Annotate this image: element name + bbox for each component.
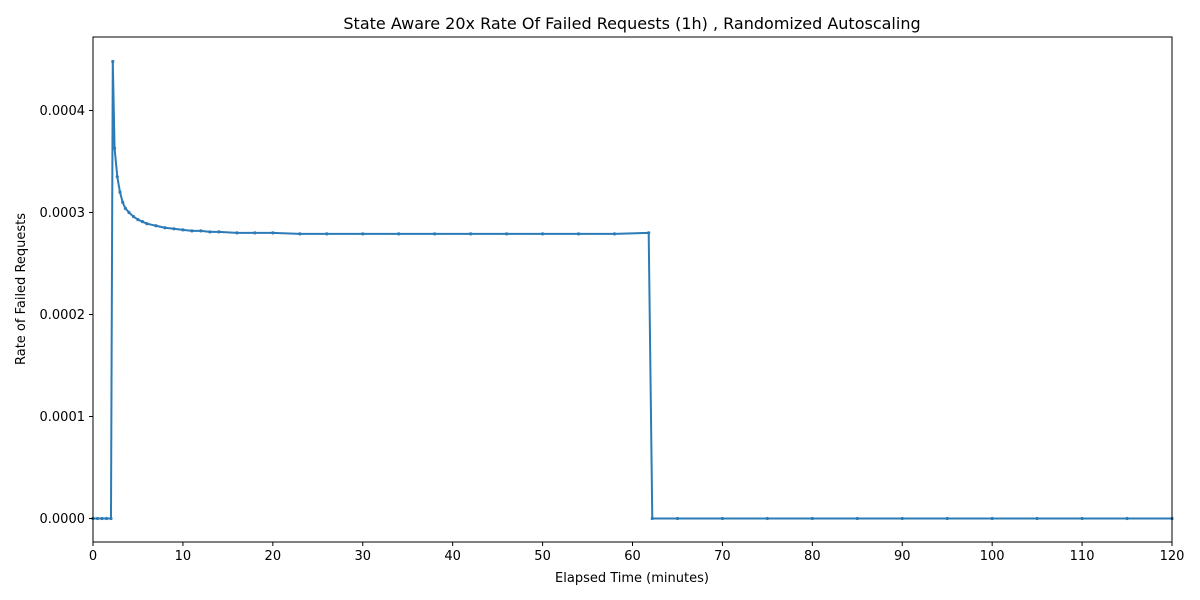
x-tick-label: 60 <box>624 549 641 564</box>
data-point <box>123 206 127 210</box>
data-point <box>765 516 769 521</box>
data-point <box>397 232 401 236</box>
data-point <box>118 190 122 194</box>
data-point <box>855 516 859 521</box>
series-line <box>93 60 1172 520</box>
x-tick-label: 40 <box>444 549 461 564</box>
x-tick-label: 10 <box>175 549 192 564</box>
data-point <box>650 516 654 521</box>
plot-frame <box>92 36 1173 543</box>
y-tick-label: 0.0001 <box>40 410 86 425</box>
y-tick-label: 0.0002 <box>40 308 86 323</box>
x-tick-label: 110 <box>1070 549 1095 564</box>
x-tick-label: 70 <box>714 549 731 564</box>
y-tick-label: 0.0000 <box>40 512 86 527</box>
x-axis: 0 10 20 30 40 50 60 70 80 90 100 110 120 <box>89 542 1185 564</box>
data-point <box>325 232 329 236</box>
data-point <box>199 229 203 233</box>
data-point <box>505 232 509 236</box>
data-point <box>111 59 115 64</box>
data-point <box>253 231 257 235</box>
y-axis-label: Rate of Failed Requests <box>14 213 29 365</box>
data-point <box>675 516 680 521</box>
data-point <box>433 232 437 236</box>
data-point <box>298 232 302 236</box>
data-point <box>208 230 212 234</box>
x-tick-label: 50 <box>534 549 551 564</box>
data-point <box>361 232 365 236</box>
data-point <box>140 220 145 224</box>
x-tick-label: 120 <box>1160 549 1185 564</box>
data-point <box>271 231 275 235</box>
y-tick-label: 0.0003 <box>40 206 86 221</box>
data-point <box>1035 516 1039 521</box>
x-tick-label: 100 <box>980 549 1005 564</box>
series-layer <box>91 59 1174 521</box>
x-tick-label: 30 <box>354 549 371 564</box>
data-point <box>990 516 994 521</box>
data-point <box>576 232 581 236</box>
data-point <box>540 232 545 236</box>
data-point <box>131 214 136 219</box>
x-tick-label: 90 <box>894 549 911 564</box>
data-point <box>112 146 117 150</box>
x-tick-label: 0 <box>89 549 97 564</box>
data-point <box>145 222 149 226</box>
data-point <box>100 516 104 521</box>
x-axis-label: Elapsed Time (minutes) <box>555 571 709 586</box>
data-point <box>720 516 725 521</box>
data-point <box>163 226 167 230</box>
data-point <box>109 516 113 521</box>
data-point <box>1080 516 1084 521</box>
data-point <box>181 228 185 232</box>
data-point <box>469 232 473 236</box>
chart-title: State Aware 20x Rate Of Failed Requests … <box>343 14 920 33</box>
data-point <box>217 230 221 234</box>
data-point <box>104 516 109 521</box>
data-point <box>945 516 949 521</box>
data-point <box>121 200 125 204</box>
data-point <box>612 232 617 236</box>
plot-area <box>91 36 1174 543</box>
x-tick-label: 20 <box>265 549 282 564</box>
data-point <box>154 224 158 228</box>
data-point <box>647 231 651 235</box>
x-tick-label: 80 <box>804 549 821 564</box>
data-point <box>810 516 814 521</box>
y-axis: 0.0000 0.0001 0.0002 0.0003 0.0004 <box>40 104 93 527</box>
data-point <box>136 218 140 222</box>
y-tick-label: 0.0004 <box>40 104 86 119</box>
data-point <box>190 229 194 233</box>
data-point <box>115 175 119 179</box>
data-point <box>900 516 904 521</box>
data-point <box>235 231 239 235</box>
data-point <box>127 210 131 215</box>
data-point <box>95 516 100 521</box>
data-point <box>172 227 176 231</box>
data-point <box>1125 516 1129 521</box>
